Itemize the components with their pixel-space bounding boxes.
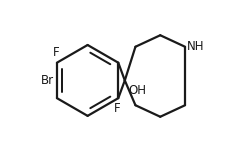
Text: F: F [114, 102, 121, 115]
Text: Br: Br [41, 74, 54, 87]
Text: F: F [53, 46, 59, 59]
Text: NH: NH [187, 40, 204, 53]
Text: OH: OH [128, 84, 146, 97]
